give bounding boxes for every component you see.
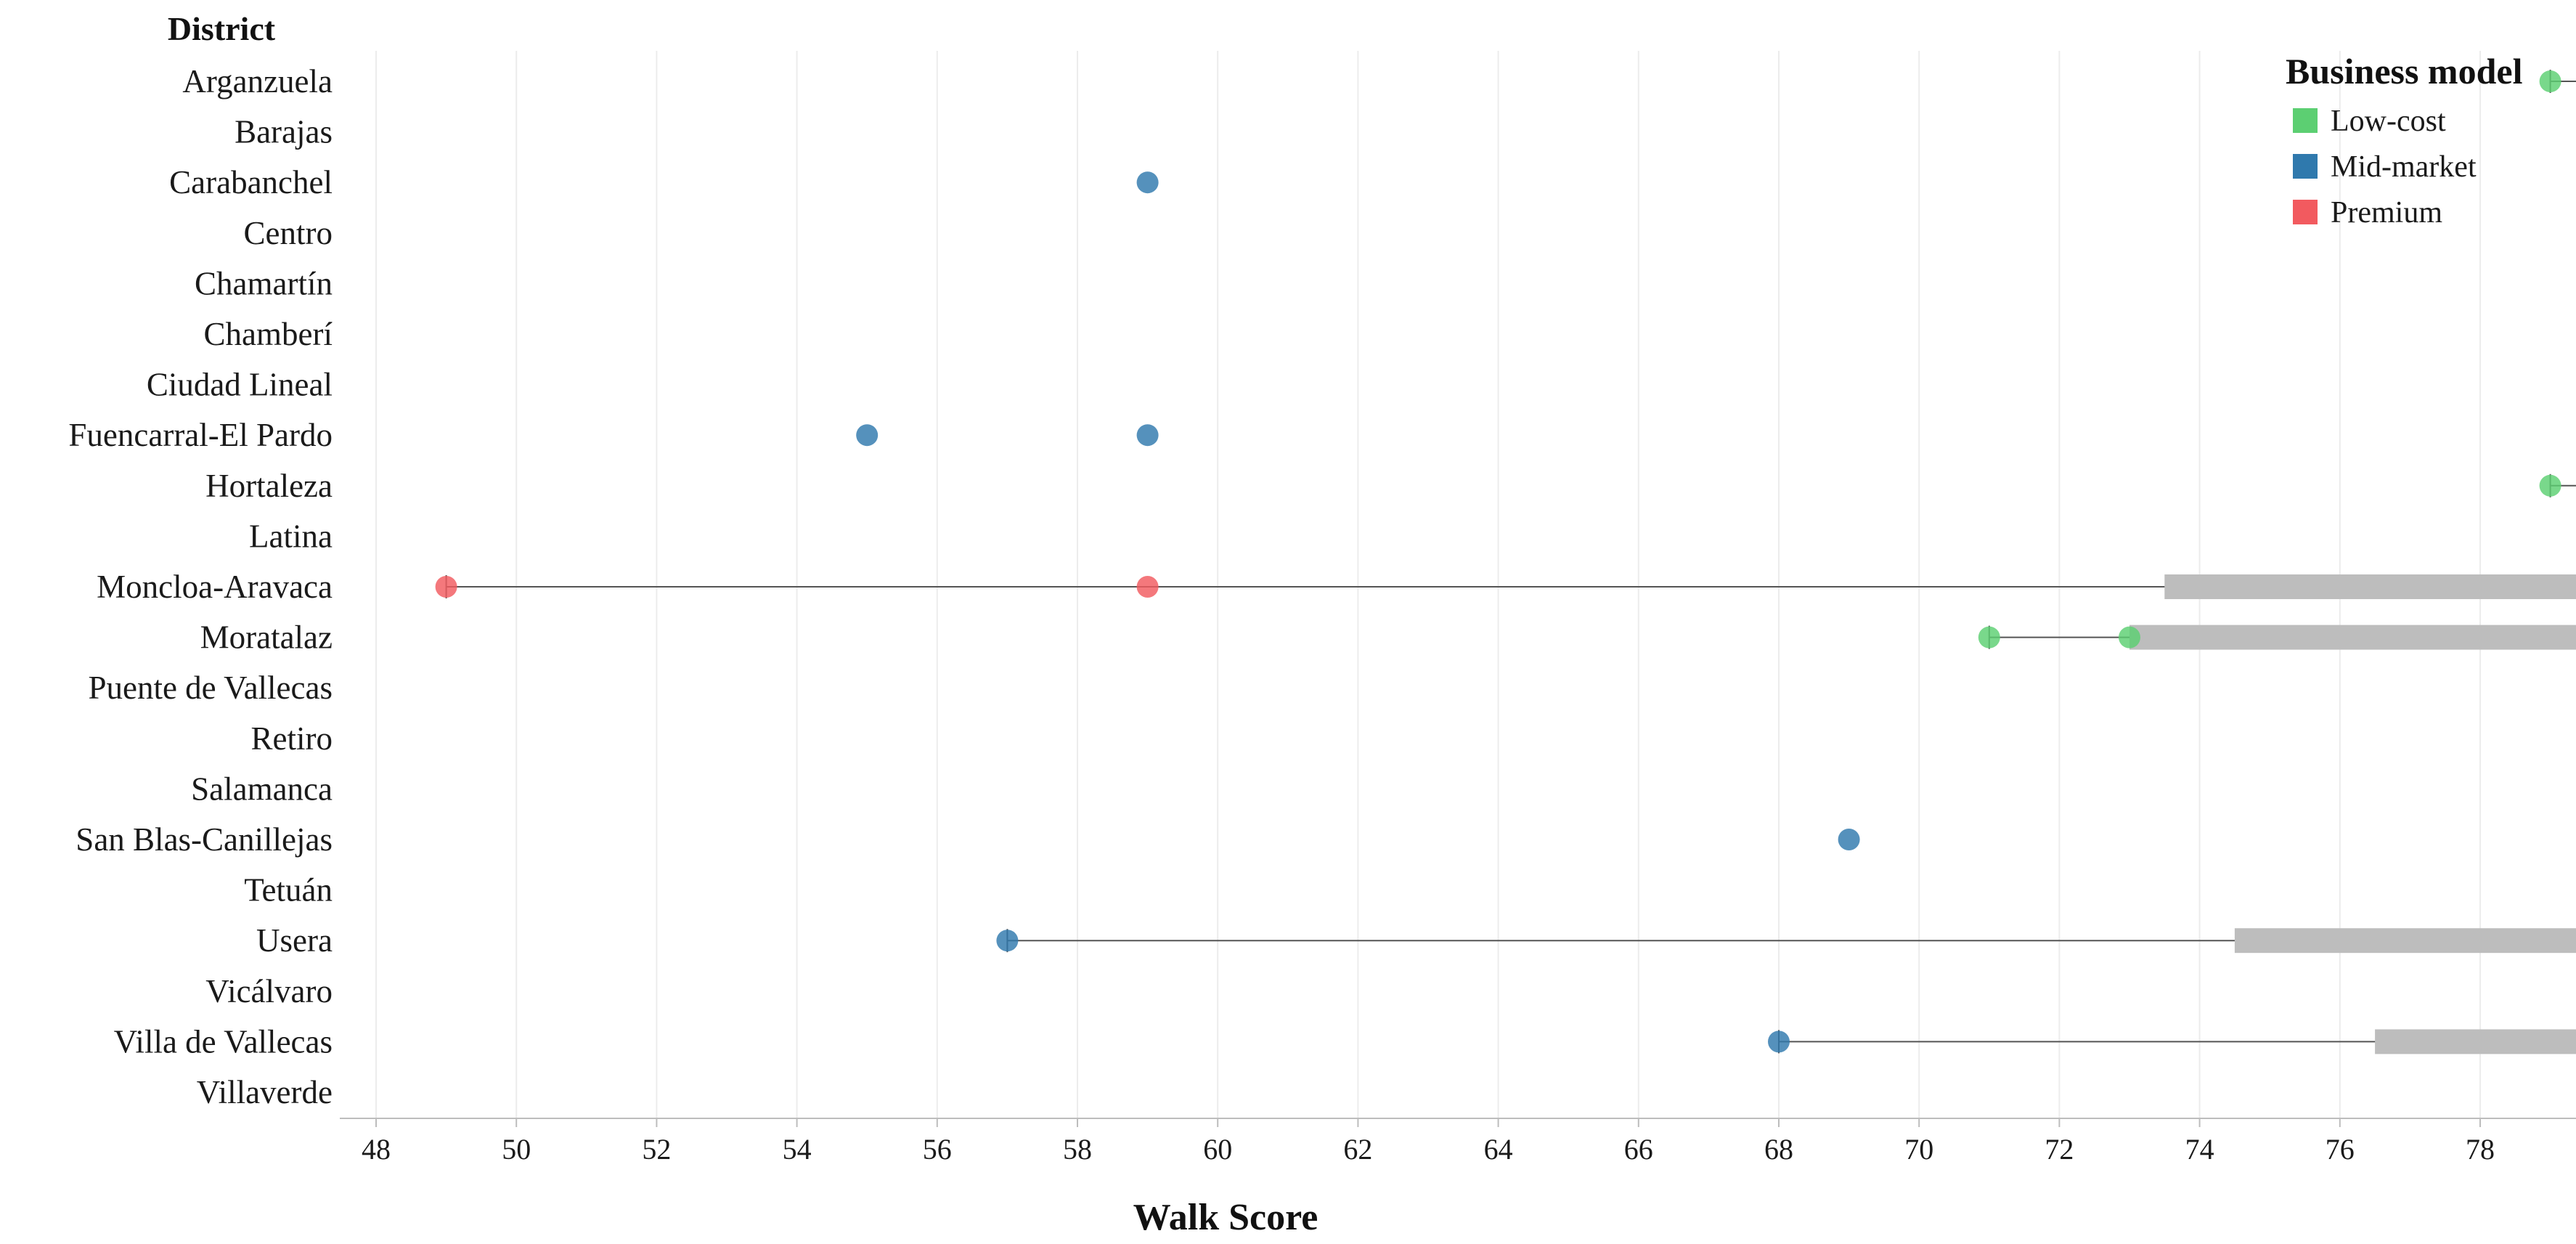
district-row-salamanca: Salamanca	[191, 771, 333, 807]
tick-label: 70	[1904, 1133, 1933, 1166]
tick-label: 68	[1764, 1133, 1793, 1166]
district-label: Centro	[244, 215, 333, 251]
x-axis-title: Walk Score	[1133, 1197, 1318, 1238]
legend-item-premium: Premium	[2293, 196, 2442, 229]
tick-label: 52	[642, 1133, 671, 1166]
data-point-mid-market	[996, 930, 1019, 952]
district-row-villaverde: Villaverde	[197, 1074, 333, 1110]
box-lower	[2234, 928, 2576, 954]
district-label: Tetuán	[244, 872, 333, 908]
legend-label: Mid-market	[2331, 150, 2477, 184]
district-rows: Arganzuela Barajas Carabanchel Centro Chamar…	[68, 63, 2576, 1110]
district-label: Barajas	[235, 114, 333, 150]
legend-swatch	[2293, 154, 2318, 179]
tick-label: 56	[923, 1133, 952, 1166]
tick-label: 66	[1624, 1133, 1653, 1166]
district-label: Fuencarral-El Pardo	[68, 417, 333, 453]
district-label: Latina	[249, 518, 333, 554]
district-label: Villaverde	[197, 1074, 333, 1110]
district-row-ciudad-lineal: Ciudad Lineal	[147, 367, 333, 403]
district-label: Usera	[256, 922, 333, 959]
district-row-latina: Latina	[249, 518, 333, 554]
district-row-chamberi: Chamberí	[204, 316, 333, 352]
box-lower	[2164, 574, 2576, 599]
district-label: Chamberí	[204, 316, 333, 352]
legend-swatch	[2293, 200, 2318, 224]
district-label: Chamartín	[195, 265, 333, 301]
district-row-villa-de-vallecas: Villa de Vallecas	[114, 1023, 2576, 1060]
tick-label: 74	[2185, 1133, 2214, 1166]
tick-label: 64	[1484, 1133, 1513, 1166]
data-point-premium	[435, 576, 457, 598]
district-label: Villa de Vallecas	[114, 1023, 333, 1060]
tick-label: 48	[362, 1133, 391, 1166]
data-point-low-cost	[2119, 626, 2140, 649]
district-row-retiro: Retiro	[251, 720, 333, 757]
district-row-puente-de-vallecas: Puente de Vallecas	[88, 670, 333, 706]
data-point-mid-market	[856, 424, 879, 447]
district-row-vicalvaro: Vicálvaro	[205, 973, 333, 1009]
legend-swatch	[2293, 108, 2318, 133]
data-point-mid-market	[1136, 424, 1159, 447]
district-label: Salamanca	[191, 771, 333, 807]
district-label: Moratalaz	[200, 619, 333, 656]
tick-label: 50	[502, 1133, 531, 1166]
district-row-moratalaz: Moratalaz	[200, 619, 2576, 656]
tick-label: 72	[2045, 1133, 2074, 1166]
legend-items: Low-cost Mid-market Premium	[2293, 105, 2477, 229]
district-row-barajas: Barajas	[235, 114, 333, 150]
district-label: Puente de Vallecas	[88, 670, 333, 706]
data-point-low-cost	[2539, 70, 2561, 92]
tick-label: 78	[2466, 1133, 2495, 1166]
tick-label: 54	[783, 1133, 812, 1166]
district-row-chamartin: Chamartín	[195, 265, 333, 301]
data-point-mid-market	[1768, 1030, 1790, 1053]
district-row-carabanchel: Carabanchel	[169, 164, 1159, 200]
x-tick-labels: 4850525456586062646668707274767880828486…	[362, 1118, 2495, 1166]
tick-label: 58	[1063, 1133, 1092, 1166]
district-row-centro: Centro	[244, 215, 333, 251]
district-label: Ciudad Lineal	[147, 367, 333, 403]
row-header: District	[168, 10, 276, 47]
district-label: Vicálvaro	[205, 973, 333, 1009]
district-row-moncloa-aravaca: Moncloa-Aravaca	[97, 569, 2576, 605]
data-point-low-cost	[1978, 626, 2000, 649]
district-row-usera: Usera	[256, 922, 2576, 959]
legend-label: Low-cost	[2331, 105, 2446, 138]
district-label: Hortaleza	[205, 468, 333, 504]
district-label: Moncloa-Aravaca	[97, 569, 333, 605]
district-label: Retiro	[251, 720, 333, 757]
district-row-arganzuela: Arganzuela	[182, 63, 2576, 99]
tick-label: 76	[2326, 1133, 2355, 1166]
district-row-hortaleza: Hortaleza	[205, 468, 2576, 504]
legend-title: Business model	[2286, 51, 2523, 92]
legend-item-low-cost: Low-cost	[2293, 105, 2446, 138]
district-label: Arganzuela	[182, 63, 333, 99]
district-label: San Blas-Canillejas	[76, 821, 333, 858]
legend: Business model Low-cost Mid-market Premium	[2286, 51, 2523, 229]
data-point-premium	[1136, 576, 1159, 598]
district-row-san-blas-canillejas: San Blas-Canillejas	[76, 821, 1860, 858]
data-point-mid-market	[1136, 171, 1159, 194]
district-row-fuencarral-el-pardo: Fuencarral-El Pardo	[68, 417, 1159, 453]
tick-label: 62	[1343, 1133, 1372, 1166]
district-label: Carabanchel	[169, 164, 333, 200]
data-point-low-cost	[2539, 474, 2561, 497]
box-lower	[2375, 1029, 2576, 1054]
district-row-tetuan: Tetuán	[244, 872, 333, 908]
legend-label: Premium	[2331, 196, 2442, 229]
data-point-mid-market	[1838, 829, 1860, 850]
box-lower	[2129, 625, 2576, 650]
tick-label: 60	[1203, 1133, 1232, 1166]
legend-item-mid-market: Mid-market	[2293, 150, 2477, 184]
